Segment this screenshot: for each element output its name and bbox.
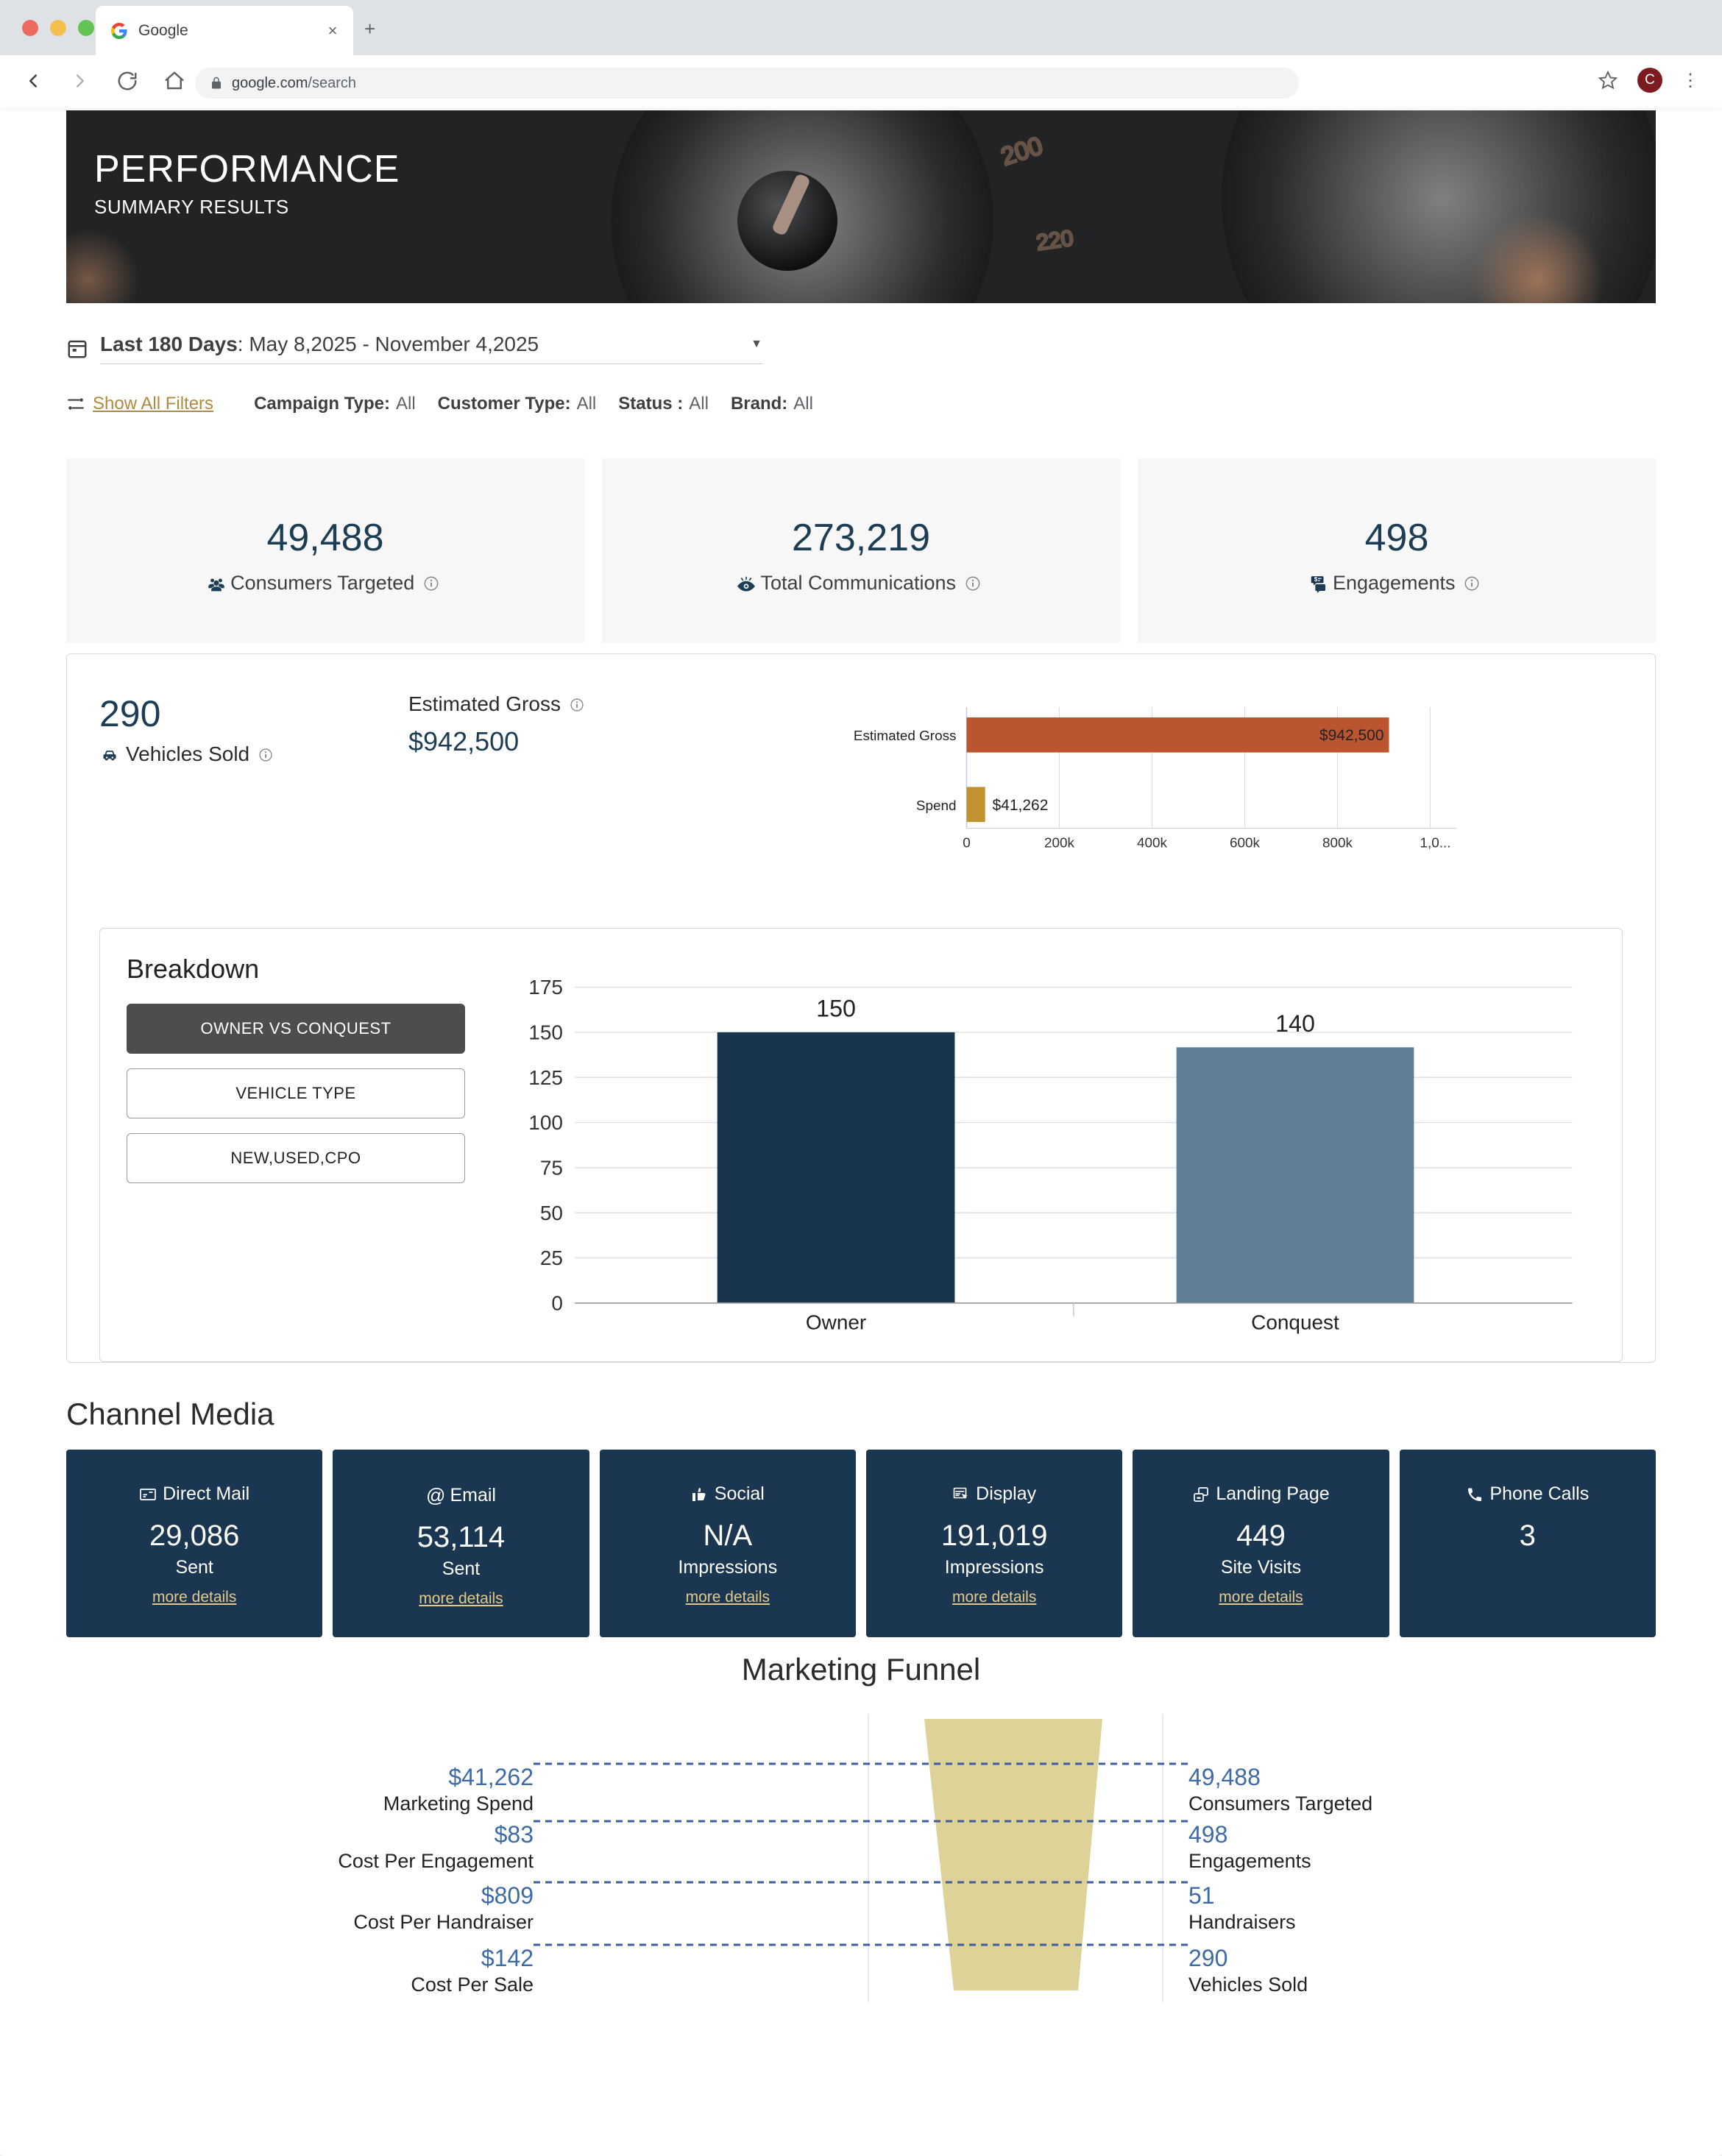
- svg-text:Spend: Spend: [916, 798, 957, 814]
- svg-text:200k: 200k: [1044, 835, 1075, 851]
- svg-text:140: 140: [1275, 1010, 1315, 1037]
- svg-text:800k: 800k: [1322, 835, 1353, 851]
- svg-text:0: 0: [551, 1291, 563, 1314]
- svg-text:400k: 400k: [1137, 835, 1168, 851]
- svg-text:0: 0: [963, 835, 971, 851]
- svg-text:Conquest: Conquest: [1251, 1311, 1339, 1333]
- svg-text:600k: 600k: [1230, 835, 1261, 851]
- svg-text:$942,500: $942,500: [1319, 727, 1384, 744]
- svg-text:$: $: [1314, 576, 1318, 583]
- svg-text:$41,262: $41,262: [993, 797, 1049, 814]
- svg-text:Estimated Gross: Estimated Gross: [854, 728, 957, 744]
- svg-text:25: 25: [540, 1247, 563, 1269]
- svg-text:125: 125: [528, 1066, 563, 1089]
- svg-text:Owner: Owner: [806, 1311, 866, 1333]
- svg-text:150: 150: [528, 1021, 563, 1044]
- svg-text:150: 150: [816, 995, 856, 1021]
- svg-text:100: 100: [528, 1111, 563, 1134]
- svg-text:1,0...: 1,0...: [1420, 835, 1450, 851]
- svg-text:175: 175: [528, 976, 563, 999]
- svg-text:75: 75: [540, 1156, 563, 1179]
- svg-text:50: 50: [540, 1202, 563, 1224]
